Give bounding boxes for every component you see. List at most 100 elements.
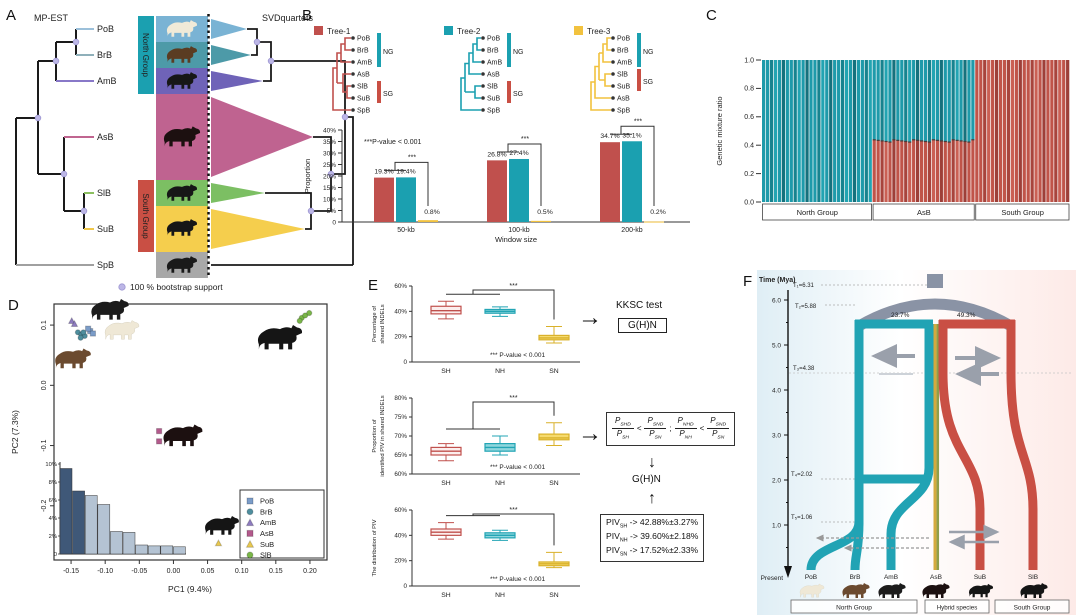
tree1-tip: AmB bbox=[357, 60, 373, 67]
operator: ; bbox=[669, 424, 672, 434]
ancestry-boundary bbox=[884, 140, 888, 143]
admixture-bar-north bbox=[876, 60, 880, 141]
bar bbox=[644, 221, 664, 223]
y-tick-label: 0 bbox=[332, 219, 336, 226]
tree3-sg-label: SG bbox=[643, 79, 653, 86]
gene-flow-arrows bbox=[871, 344, 1001, 386]
species-image-boxes bbox=[156, 16, 208, 278]
recent-gene-flow-dashed bbox=[815, 534, 929, 552]
y-tick-label: 0 bbox=[403, 359, 407, 366]
time-axis-title: Time (Mya) bbox=[759, 277, 795, 284]
mpest-tip-branches bbox=[16, 28, 94, 266]
svg-text:AmB: AmB bbox=[884, 574, 898, 581]
tip-label-amb: AmB bbox=[97, 76, 117, 86]
ancestry-boundary bbox=[935, 139, 939, 141]
category-label: SN bbox=[549, 368, 559, 375]
svg-text:1.0: 1.0 bbox=[772, 523, 781, 530]
legend-label: PoB bbox=[260, 497, 274, 506]
ancestry-boundary bbox=[939, 140, 943, 142]
admixture-bar-north bbox=[805, 60, 809, 202]
inset-y-tick-label: 4% bbox=[49, 516, 57, 522]
admixture-bar-south bbox=[1022, 60, 1026, 202]
svg-text:BrB: BrB bbox=[850, 574, 861, 581]
ancestry-boundary bbox=[963, 140, 967, 143]
admixture-bar-north bbox=[955, 60, 959, 141]
ghn-label: G(H)N bbox=[632, 474, 661, 485]
category-label: SH bbox=[441, 480, 451, 487]
significance-stars: *** bbox=[509, 507, 517, 514]
data-point bbox=[246, 497, 254, 505]
significance-bracket bbox=[446, 289, 555, 320]
inset-bar bbox=[84, 495, 98, 555]
bar-x-axis-title: Window size bbox=[495, 235, 537, 244]
admixture-bar-south bbox=[935, 140, 939, 202]
y-tick-label: 60% bbox=[394, 283, 407, 290]
piv-row: PIVSH -> 42.88%±3.27% bbox=[606, 517, 699, 530]
x-tick-label: -0.15 bbox=[63, 568, 79, 575]
admixture-bar-north bbox=[923, 60, 928, 142]
admixture-bar-south bbox=[1054, 60, 1058, 202]
y-tick-label: 80% bbox=[394, 395, 407, 402]
admixture-bar-south bbox=[912, 139, 916, 202]
polar-bear-image bbox=[104, 320, 140, 340]
x-tick-label: -0.05 bbox=[131, 568, 147, 575]
tree3-tip: SlB bbox=[617, 72, 628, 79]
y-tick-label: 20% bbox=[394, 558, 407, 565]
pca-scatter-layer: -0.15 -0.10 -0.05 0.00 0.05 0.10 0.15 0.200.10.… bbox=[41, 309, 325, 575]
y-tick-label: 0.8 bbox=[744, 86, 754, 93]
admixture-bar-south bbox=[916, 140, 920, 202]
significance-bracket bbox=[446, 401, 555, 430]
pvalue-note: *** P-value < 0.001 bbox=[490, 464, 545, 471]
admixture-bar-north bbox=[762, 60, 766, 202]
y-tick-label: 75% bbox=[394, 414, 407, 421]
ancestry-boundary bbox=[880, 140, 884, 142]
admixture-bar-south bbox=[1038, 60, 1042, 202]
category-label: SN bbox=[549, 592, 559, 599]
y-tick-label: 25% bbox=[323, 162, 336, 169]
admixture-bar-south bbox=[1002, 60, 1007, 202]
ancestry-boundary bbox=[888, 141, 892, 143]
svg-text:SlB: SlB bbox=[1028, 574, 1038, 581]
admixture-bar-north bbox=[904, 60, 908, 142]
panel-e-label: E bbox=[368, 277, 378, 294]
piv-values-box: PIVSH -> 42.88%±3.27% PIVNH -> 39.60%±2.… bbox=[600, 514, 705, 562]
tree1-topology: PoB BrB AmB AsB SlB SuB SpB NG SG bbox=[332, 33, 394, 115]
ancestry-boundary bbox=[896, 139, 900, 141]
bar bbox=[531, 220, 551, 222]
ancestry-boundary bbox=[912, 139, 916, 141]
admixture-bar-north bbox=[852, 60, 857, 202]
bar-value-label: 35.1% bbox=[622, 132, 641, 139]
data-point bbox=[245, 539, 255, 548]
y-tick-label: -0.2 bbox=[41, 500, 48, 512]
data-point bbox=[80, 329, 87, 336]
whiskers bbox=[438, 522, 454, 540]
tree2-legend-swatch bbox=[444, 26, 453, 35]
inset-y-tick-label: 10% bbox=[45, 462, 57, 468]
data-point bbox=[306, 309, 313, 317]
present-label: Present bbox=[761, 575, 784, 582]
data-point bbox=[302, 312, 309, 319]
time-axis-arrowhead-icon bbox=[784, 566, 792, 578]
admixture-bar-south bbox=[955, 140, 959, 202]
tree3-topology: PoB BrB AmB SlB SuB AsB SpB NG SG bbox=[590, 33, 654, 115]
tree2-tip: BrB bbox=[487, 48, 499, 55]
admixture-bar-south bbox=[908, 142, 912, 202]
fraction: PNHD PNH bbox=[674, 416, 697, 442]
american-black-bear-image bbox=[91, 299, 129, 320]
tree3-tip: PoB bbox=[617, 36, 631, 43]
data-point bbox=[156, 438, 163, 445]
bar bbox=[622, 141, 642, 222]
panel-d-label: D bbox=[8, 297, 19, 314]
data-point bbox=[156, 427, 163, 435]
svdquartets-clade-triangles bbox=[211, 19, 313, 249]
admixture-bar-south bbox=[884, 141, 888, 202]
data-point bbox=[67, 316, 76, 324]
admixture-bar-south bbox=[987, 60, 991, 202]
box-y-axis-title: identified PIV in shared INDELs bbox=[380, 395, 386, 476]
mpest-tree-branches bbox=[15, 29, 85, 265]
bootstrap-legend-text: 100 % bootstrap support bbox=[130, 282, 223, 292]
admixture-bar-south bbox=[1018, 60, 1022, 202]
significance-bracket bbox=[497, 143, 542, 206]
data-point bbox=[89, 330, 97, 337]
y-tick-label: 65% bbox=[394, 452, 407, 459]
